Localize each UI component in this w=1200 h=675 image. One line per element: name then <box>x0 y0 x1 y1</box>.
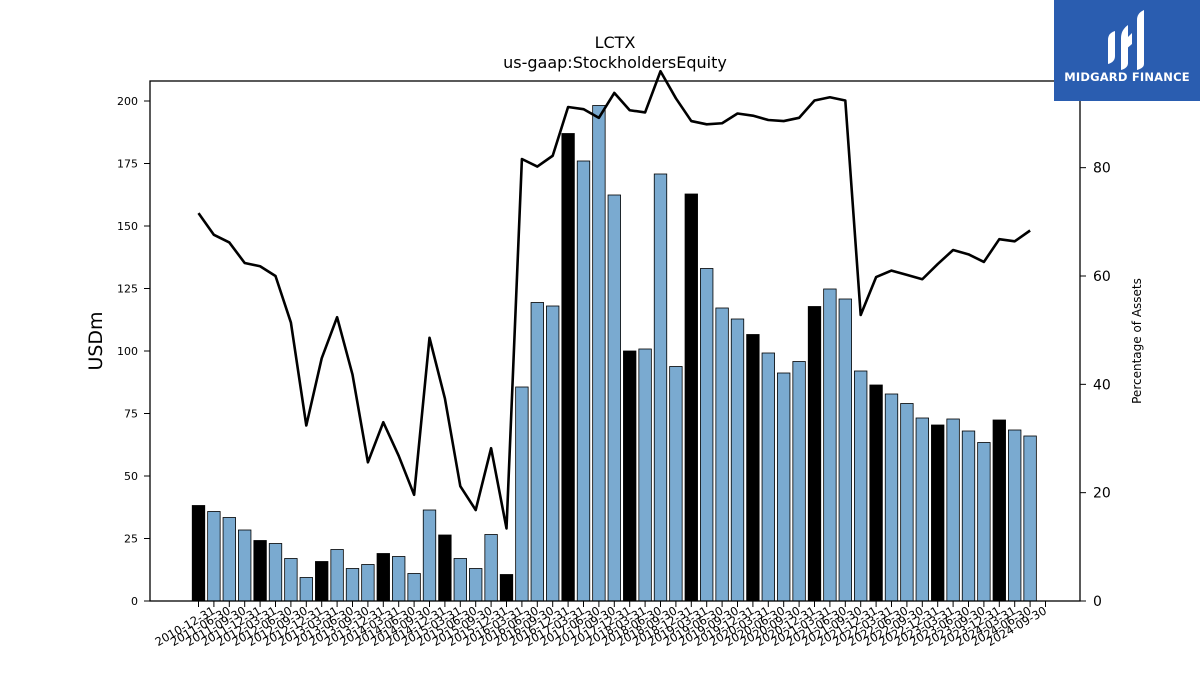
bar <box>1008 429 1022 602</box>
bar <box>854 370 868 602</box>
y-tick-label: 50 <box>124 470 138 483</box>
bar <box>453 558 467 602</box>
bar <box>407 573 421 602</box>
bar <box>561 133 575 602</box>
bar <box>546 305 560 602</box>
bar <box>992 419 1006 602</box>
x-axis: 2010-12-312011-06-302011-09-302011-12-31… <box>153 601 1049 649</box>
bar <box>592 105 606 602</box>
bar <box>946 418 960 602</box>
y-tick-label: 175 <box>117 158 138 171</box>
bar <box>623 350 637 602</box>
bar <box>961 430 976 602</box>
bar <box>392 556 406 602</box>
bar <box>284 558 298 602</box>
bar <box>422 509 437 602</box>
bar <box>792 361 806 602</box>
bar <box>361 564 375 602</box>
bar <box>469 568 483 602</box>
bar <box>746 334 760 602</box>
bar <box>638 348 652 602</box>
y-tick-label: 75 <box>124 408 138 421</box>
bar <box>730 318 745 602</box>
bar <box>761 352 775 602</box>
y-tick-label: 150 <box>117 220 138 233</box>
bar <box>900 403 914 602</box>
y-axis-label: USDm <box>85 311 107 370</box>
bar <box>777 372 791 602</box>
bar <box>238 529 252 602</box>
bar <box>715 307 729 602</box>
chart-title: LCTX <box>595 33 636 52</box>
bar <box>1023 435 1037 602</box>
bar <box>684 193 698 602</box>
midgard-finance-logo: MIDGARD FINANCE <box>1054 0 1200 101</box>
y-tick-label: 125 <box>117 283 138 296</box>
y2-axis-label: Percentage of Assets <box>1130 278 1144 404</box>
bar <box>700 268 714 602</box>
bar <box>268 543 283 602</box>
bar <box>653 173 668 602</box>
y-tick-label: 200 <box>117 95 138 108</box>
chart-subtitle: us-gaap:StockholdersEquity <box>503 53 727 72</box>
bar <box>884 393 899 602</box>
bar <box>330 549 344 602</box>
bar <box>915 417 929 602</box>
bar <box>838 298 852 602</box>
bar <box>315 561 329 602</box>
y-axis-right: 0 20 40 60 80 <box>1080 161 1111 610</box>
y-tick-label: 0 <box>131 595 138 608</box>
bar <box>299 577 313 602</box>
plot-frame <box>149 80 1081 602</box>
percentage-line <box>197 69 1031 530</box>
bar <box>499 574 514 602</box>
bar <box>376 553 390 602</box>
bar <box>977 442 991 602</box>
y-tick-label: 100 <box>117 345 138 358</box>
y-axis-left: 0 25 50 75 100 125 150 175 200 <box>117 95 150 608</box>
y2-tick-label: 20 <box>1093 486 1111 502</box>
bar <box>484 534 498 602</box>
logo-wordmark: MIDGARD FINANCE <box>1064 70 1190 84</box>
bar <box>191 505 206 602</box>
line-series <box>197 69 1031 530</box>
bar <box>530 302 544 602</box>
bar <box>253 540 267 602</box>
bar <box>515 386 529 602</box>
y2-tick-label: 80 <box>1093 161 1111 177</box>
y2-tick-label: 0 <box>1093 594 1102 610</box>
bar <box>207 511 221 602</box>
bar <box>607 194 621 602</box>
bar <box>438 534 452 602</box>
bar-series <box>191 105 1037 602</box>
midgard-logo-icon <box>1108 10 1144 70</box>
bar <box>222 517 236 602</box>
y2-tick-label: 60 <box>1093 269 1111 285</box>
bar <box>931 424 945 602</box>
bar <box>576 160 591 602</box>
bar <box>807 306 822 602</box>
bar <box>345 568 360 602</box>
y-tick-label: 25 <box>124 533 138 546</box>
y2-tick-label: 40 <box>1093 377 1111 393</box>
bar <box>669 366 683 602</box>
bar <box>869 384 883 602</box>
bar <box>823 288 837 602</box>
